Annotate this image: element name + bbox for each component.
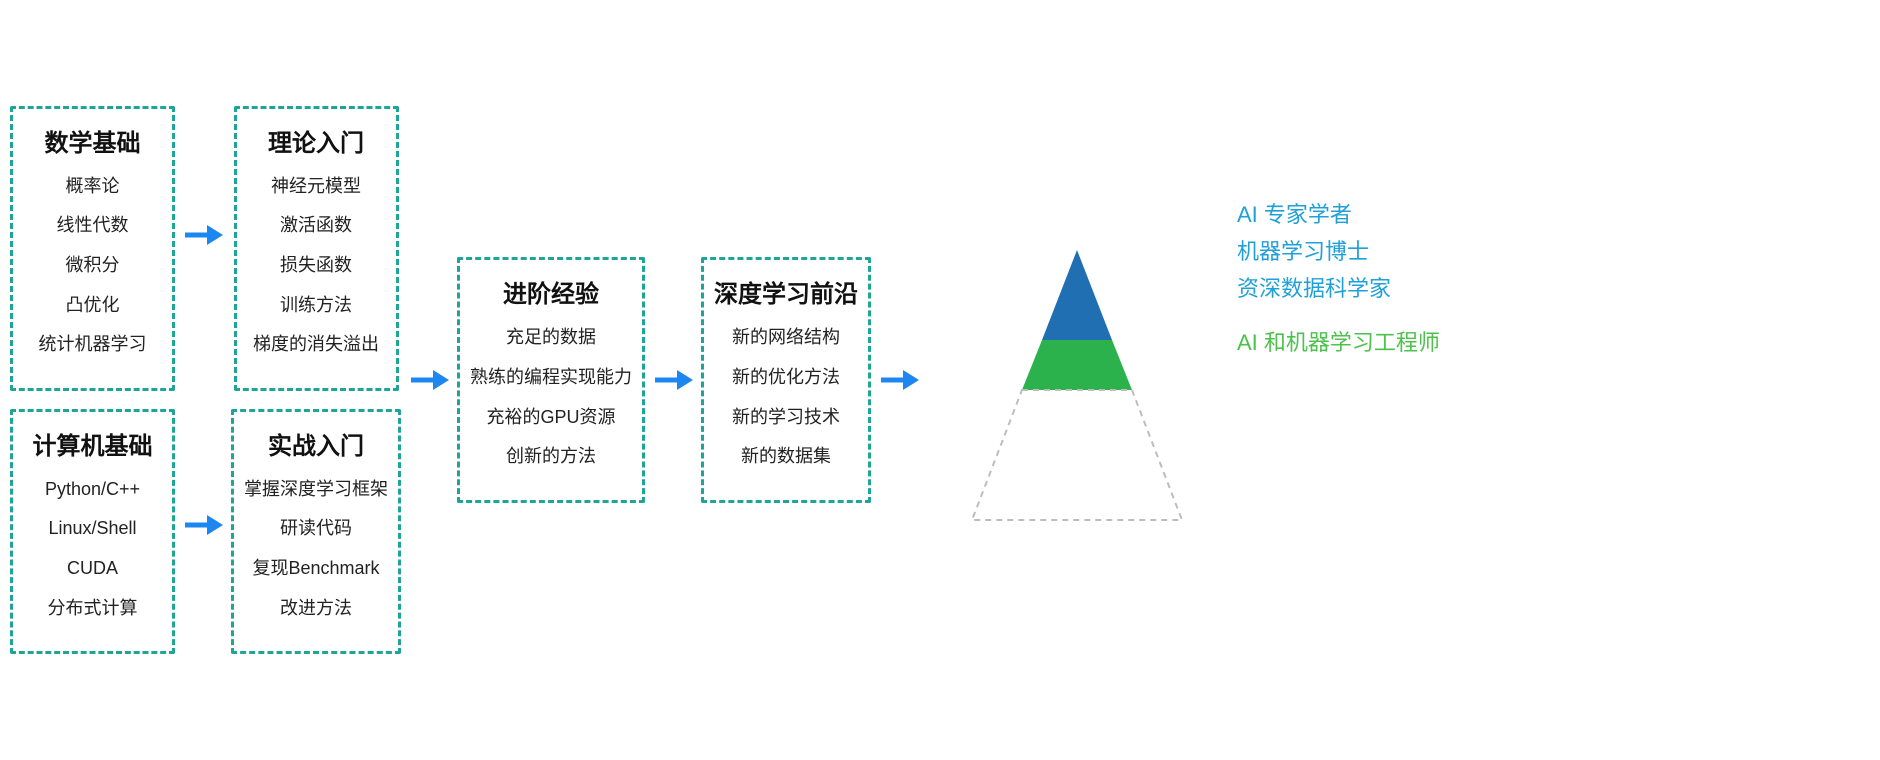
pyramid-layer-top	[1042, 250, 1112, 340]
box-item: Python/C++	[23, 479, 162, 501]
box-item: 新的数据集	[714, 446, 858, 468]
learning-path-diagram: 数学基础概率论线性代数微积分凸优化统计机器学习计算机基础 Python/C++ Li…	[0, 0, 1880, 760]
box-item: 统计机器学习	[23, 334, 162, 356]
box-title: 计算机基础	[23, 426, 162, 461]
legend-line: 资深数据科学家	[1237, 274, 1440, 305]
box-frontier: 深度学习前沿新的网络结构新的优化方法新的学习技术新的数据集	[701, 257, 871, 502]
box-practice: 实战入门掌握深度学习框架研读代码复现Benchmark 改进方法	[231, 409, 401, 654]
box-title: 实战入门	[244, 426, 388, 461]
arrow-right-icon	[183, 510, 223, 540]
box-item: 充裕的GPU资源	[470, 407, 632, 429]
box-item: 改进方法	[244, 598, 388, 620]
box-item: 凸优化	[23, 295, 162, 317]
arrow-column	[175, 220, 231, 540]
box-item: 掌握深度学习框架	[244, 479, 388, 501]
box-item: 激活函数	[247, 215, 386, 237]
box-item: CUDA	[23, 558, 162, 580]
box-item: 复现Benchmark	[244, 558, 388, 580]
box-title: 理论入门	[247, 123, 386, 158]
arrow-right-icon	[183, 220, 223, 250]
box-item: 神经元模型	[247, 176, 386, 198]
box-item: 新的优化方法	[714, 367, 858, 389]
box-title: 数学基础	[23, 123, 162, 158]
box-theory: 理论入门神经元模型激活函数损失函数训练方法梯度的消失溢出	[234, 106, 399, 391]
box-item: 新的网络结构	[714, 327, 858, 349]
arrow-right-icon	[653, 365, 693, 395]
box-title: 深度学习前沿	[714, 274, 858, 309]
box-item: 创新的方法	[470, 446, 632, 468]
arrow-right-icon	[409, 365, 449, 395]
box-item: Linux/Shell	[23, 518, 162, 540]
box-math: 数学基础概率论线性代数微积分凸优化统计机器学习	[10, 106, 175, 391]
box-advanced: 进阶经验充足的数据熟练的编程实现能力充裕的GPU资源创新的方法	[457, 257, 645, 502]
box-item: 损失函数	[247, 255, 386, 277]
box-item: 线性代数	[23, 215, 162, 237]
legend-line: AI 和机器学习工程师	[1237, 328, 1440, 359]
box-item: 微积分	[23, 255, 162, 277]
box-item: 充足的数据	[470, 327, 632, 349]
box-item: 分布式计算	[23, 598, 162, 620]
arrow-column	[871, 365, 927, 395]
stage-column-3: 深度学习前沿新的网络结构新的优化方法新的学习技术新的数据集	[701, 257, 871, 502]
stage-column-0: 数学基础概率论线性代数微积分凸优化统计机器学习计算机基础 Python/C++ Li…	[10, 106, 175, 654]
legend-line: AI 专家学者	[1237, 200, 1440, 231]
legend: AI 专家学者机器学习博士资深数据科学家 AI 和机器学习工程师	[1237, 200, 1440, 359]
stage-column-1: 理论入门神经元模型激活函数损失函数训练方法梯度的消失溢出实战入门掌握深度学习框架…	[231, 106, 401, 654]
box-item: 熟练的编程实现能力	[470, 367, 632, 389]
box-item: 训练方法	[247, 295, 386, 317]
arrow-column	[401, 365, 457, 395]
box-title: 进阶经验	[470, 274, 632, 309]
box-item: 研读代码	[244, 518, 388, 540]
box-item: 梯度的消失溢出	[247, 334, 386, 356]
stage-column-2: 进阶经验充足的数据熟练的编程实现能力充裕的GPU资源创新的方法	[457, 257, 645, 502]
pyramid-layer-bottom	[972, 390, 1182, 520]
pyramid-layer-mid	[1022, 340, 1132, 390]
box-cs: 计算机基础 Python/C++ Linux/Shell CUDA 分布式计算	[10, 409, 175, 654]
legend-line: 机器学习博士	[1237, 237, 1440, 268]
arrow-column	[645, 365, 701, 395]
box-item: 新的学习技术	[714, 407, 858, 429]
arrow-right-icon	[879, 365, 919, 395]
pyramid	[947, 210, 1207, 550]
box-item: 概率论	[23, 176, 162, 198]
